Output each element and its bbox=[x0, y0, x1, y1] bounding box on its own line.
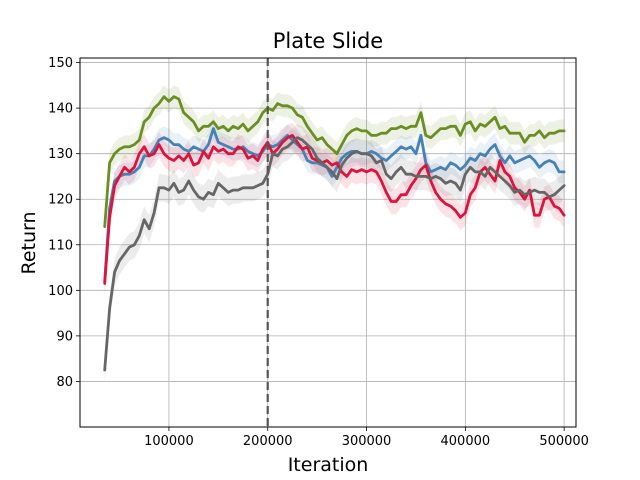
y-tick-label: 130 bbox=[48, 147, 73, 162]
y-tick-label: 140 bbox=[48, 102, 73, 117]
x-tick-label: 500000 bbox=[539, 434, 589, 449]
x-tick-label: 300000 bbox=[342, 434, 392, 449]
series-3-line bbox=[103, 136, 566, 372]
x-tick-label: 100000 bbox=[144, 434, 194, 449]
series-1-band bbox=[104, 117, 565, 293]
series-3-band bbox=[104, 124, 565, 384]
x-tick-label: 400000 bbox=[441, 434, 491, 449]
y-tick-label: 150 bbox=[48, 56, 73, 71]
series-2-band bbox=[104, 122, 565, 297]
series-1-line bbox=[103, 127, 566, 283]
x-axis-ticks: 100000 200000 300000 400000 500000 bbox=[144, 427, 589, 449]
series-lines bbox=[103, 95, 566, 372]
y-axis-ticks: 80 90 100 110 120 130 140 150 bbox=[48, 56, 80, 390]
y-tick-label: 90 bbox=[56, 329, 73, 344]
y-tick-label: 100 bbox=[48, 284, 73, 299]
y-axis-label: Return bbox=[18, 211, 40, 274]
confidence-bands bbox=[104, 85, 565, 384]
plot-frame bbox=[79, 57, 577, 428]
y-tick-label: 80 bbox=[56, 375, 73, 390]
series-0-band bbox=[104, 85, 565, 238]
y-tick-label: 120 bbox=[48, 193, 73, 208]
x-tick-label: 200000 bbox=[243, 434, 293, 449]
series-0-line bbox=[103, 95, 566, 229]
y-tick-label: 110 bbox=[48, 238, 73, 253]
chart-title: Plate Slide bbox=[273, 29, 383, 53]
x-axis-label: Iteration bbox=[288, 454, 369, 476]
